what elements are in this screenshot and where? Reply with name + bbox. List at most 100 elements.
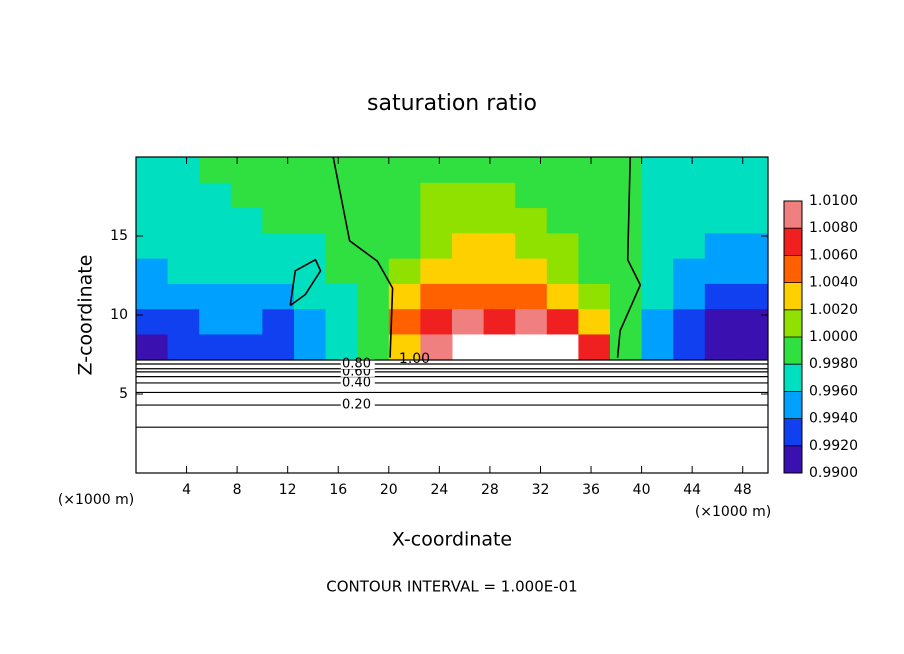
contour-label-bg — [340, 377, 375, 388]
cell — [673, 333, 706, 360]
cell — [736, 232, 769, 259]
cell — [704, 182, 737, 209]
cell — [452, 207, 485, 234]
cell — [578, 182, 611, 209]
cell — [736, 157, 769, 183]
cell — [515, 182, 548, 209]
cell — [230, 308, 263, 335]
cell — [420, 308, 453, 335]
cell — [736, 182, 769, 209]
y-axis-label: Z-coordinate — [75, 255, 97, 376]
colorbar-label: 0.9960 — [809, 383, 858, 399]
cell — [262, 333, 295, 360]
cell — [610, 207, 643, 234]
cell — [325, 308, 358, 335]
colorbar-label: 0.9900 — [809, 465, 858, 481]
cell — [578, 283, 611, 310]
cell — [357, 283, 390, 310]
cell — [388, 308, 421, 335]
cell — [546, 207, 579, 234]
cell — [388, 232, 421, 259]
cell — [704, 283, 737, 310]
cell — [736, 283, 769, 310]
cell — [388, 157, 421, 183]
cell — [736, 333, 769, 360]
unity-contour-label: 1.00 — [399, 351, 430, 367]
cell — [420, 333, 453, 360]
cell — [294, 157, 327, 183]
cell — [357, 258, 390, 284]
y-tick-label: 15 — [110, 228, 128, 244]
colorbar-label: 1.0060 — [809, 247, 858, 263]
cell — [199, 157, 232, 183]
cell — [325, 258, 358, 284]
colorbar-band — [784, 309, 802, 337]
cell — [325, 232, 358, 259]
cell — [167, 182, 200, 209]
colorbar-label: 1.0080 — [809, 220, 858, 236]
cell — [641, 207, 674, 234]
cell — [357, 232, 390, 259]
contour-label-bg — [340, 400, 375, 411]
cell — [452, 232, 485, 259]
cell — [230, 258, 263, 284]
cell — [325, 333, 358, 360]
contour-label: 0.20 — [342, 398, 371, 413]
cell — [136, 308, 169, 335]
contour-note: CONTOUR INTERVAL = 1.000E-01 — [326, 578, 577, 596]
cell — [515, 157, 548, 183]
cell — [294, 182, 327, 209]
cell — [452, 308, 485, 335]
cell — [483, 232, 516, 259]
cell — [167, 258, 200, 284]
colorbar-label: 1.0100 — [809, 193, 858, 209]
cell — [199, 283, 232, 310]
cell — [673, 157, 706, 183]
cell — [546, 232, 579, 259]
cell — [167, 283, 200, 310]
cell — [641, 283, 674, 310]
cell — [515, 258, 548, 284]
x-tick-label: 32 — [532, 482, 550, 498]
x-tick-label: 4 — [182, 482, 191, 498]
contour-label-bg — [340, 358, 375, 369]
cell — [704, 333, 737, 360]
cell — [483, 182, 516, 209]
colorbar-band — [784, 282, 802, 310]
cell — [325, 283, 358, 310]
cell — [483, 258, 516, 284]
colorbar-label: 1.0020 — [809, 302, 858, 318]
colorbar-band — [784, 255, 802, 283]
colorbar-band — [784, 445, 802, 473]
cell — [294, 207, 327, 234]
cell — [704, 258, 737, 284]
cell — [610, 283, 643, 310]
cell — [136, 333, 169, 360]
cell — [610, 157, 643, 183]
x-tick-label: 12 — [279, 482, 297, 498]
cell — [641, 258, 674, 284]
field — [136, 157, 769, 360]
cell — [420, 232, 453, 259]
cell — [136, 258, 169, 284]
cell — [167, 232, 200, 259]
cell — [230, 333, 263, 360]
cell — [578, 207, 611, 234]
cell — [578, 157, 611, 183]
cell — [673, 232, 706, 259]
cell — [262, 283, 295, 310]
cell — [546, 258, 579, 284]
cell — [420, 182, 453, 209]
cell — [673, 207, 706, 234]
cell — [673, 283, 706, 310]
cell — [388, 283, 421, 310]
cell — [294, 333, 327, 360]
cell — [610, 232, 643, 259]
cell — [262, 232, 295, 259]
cell — [546, 283, 579, 310]
cell — [357, 157, 390, 183]
x-tick-label: 16 — [329, 482, 347, 498]
x-tick-label: 48 — [734, 482, 752, 498]
cell — [230, 182, 263, 209]
